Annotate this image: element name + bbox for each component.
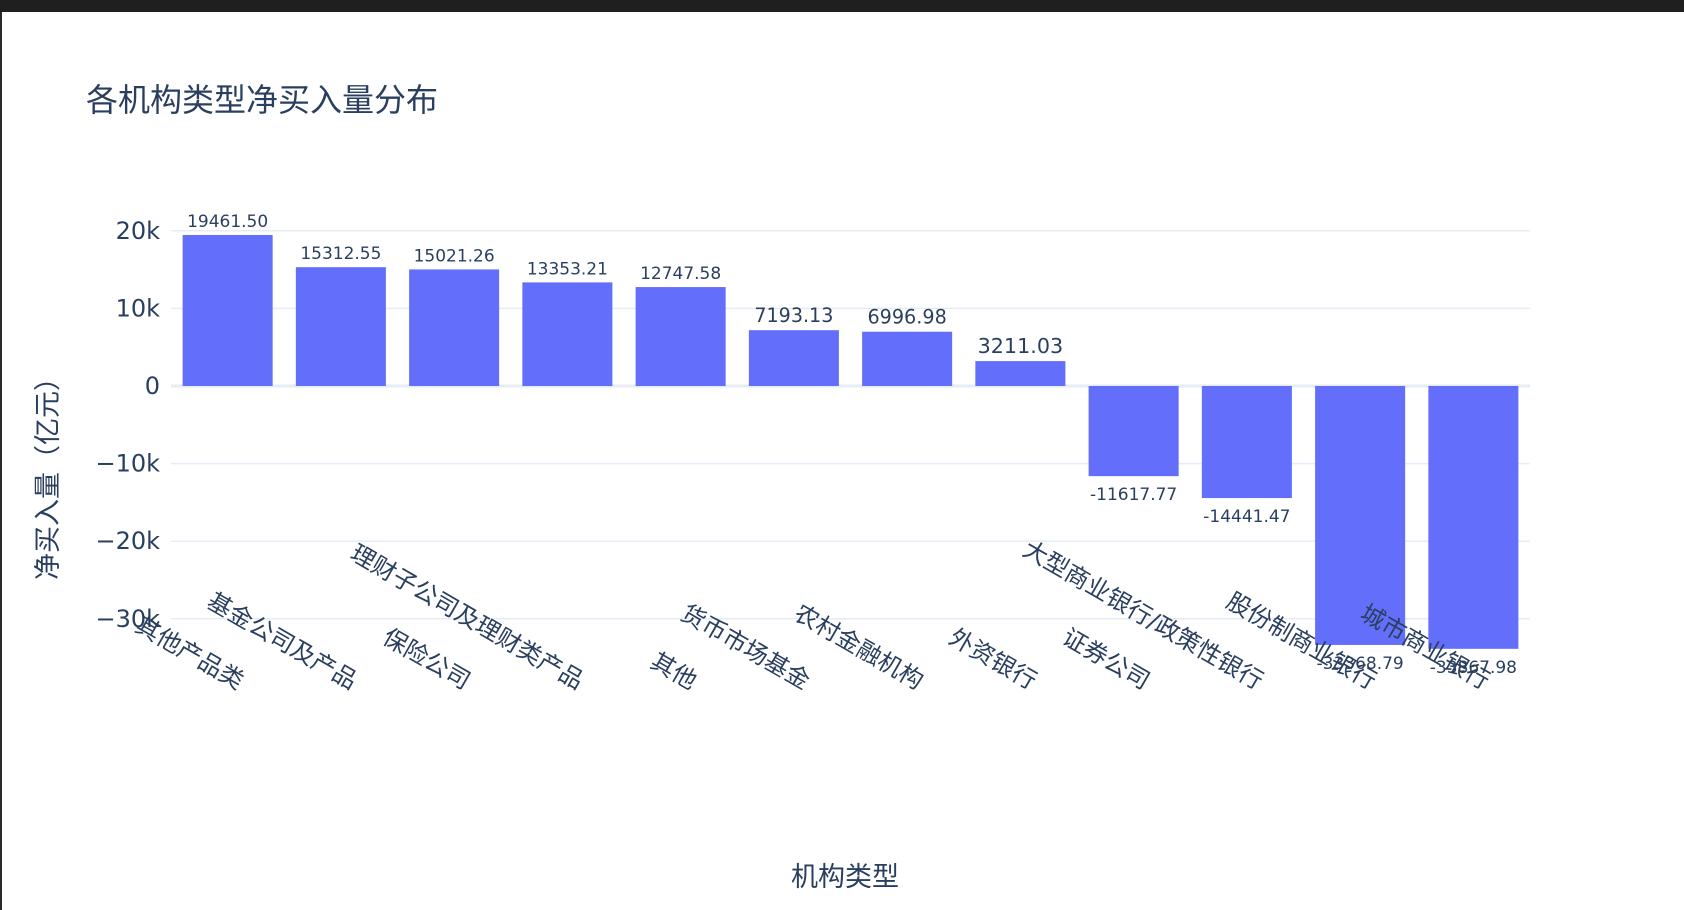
bar-value-label: 13353.21	[527, 259, 608, 279]
bar-value-label: 3211.03	[978, 334, 1064, 358]
bar	[1315, 386, 1406, 645]
bar-value-label: -33867.98	[1430, 658, 1517, 678]
x-axis-title: 机构类型	[791, 862, 899, 893]
y-tick-label: −20k	[95, 527, 160, 555]
chart-title: 各机构类型净买入量分布	[86, 81, 438, 119]
x-tick-label: 证券公司	[1057, 623, 1154, 695]
y-tick-label: 10k	[116, 294, 161, 322]
window-left-edge	[0, 12, 2, 910]
x-tick-label: 外资银行	[944, 623, 1041, 695]
y-axis-title: 净买入量（亿元）	[33, 364, 64, 580]
y-tick-label: −30k	[95, 605, 160, 633]
y-tick-label: 20k	[116, 217, 161, 245]
y-axis-ticks: 20k 10k 0 −10k −20k −30k	[95, 217, 160, 633]
bar-value-label: -14441.47	[1203, 507, 1290, 527]
bar	[748, 330, 839, 386]
bar	[1201, 386, 1292, 499]
grid-lines	[171, 230, 1530, 620]
bar	[295, 267, 386, 386]
bar-value-label: 7193.13	[754, 304, 833, 327]
bar	[862, 331, 953, 386]
bar-value-label: 15021.26	[414, 246, 495, 266]
bar	[635, 287, 726, 386]
bars	[182, 234, 1519, 649]
x-tick-label: 农村金融机构	[789, 599, 928, 695]
x-tick-label: 保险公司	[378, 623, 475, 695]
y-tick-label: 0	[145, 372, 160, 400]
x-tick-label: 其他	[646, 647, 702, 695]
bar-value-label: 15312.55	[300, 244, 381, 264]
bar-value-label: -11617.77	[1090, 485, 1177, 505]
bar	[1428, 386, 1519, 649]
bar-value-label: 12747.58	[640, 264, 721, 284]
bar	[975, 361, 1066, 386]
bar-value-label: 6996.98	[867, 306, 946, 329]
bar	[522, 282, 613, 386]
bar-value-labels: 19461.50 15312.55 15021.26 13353.21 12747.58…	[187, 212, 1517, 678]
bar	[1088, 386, 1179, 477]
bar-value-label: 19461.50	[187, 212, 268, 232]
window-top-strip	[0, 0, 1684, 12]
y-tick-label: −10k	[95, 450, 160, 478]
bar-value-label: -33368.79	[1317, 654, 1404, 674]
bar	[182, 234, 273, 386]
bar	[409, 269, 500, 386]
